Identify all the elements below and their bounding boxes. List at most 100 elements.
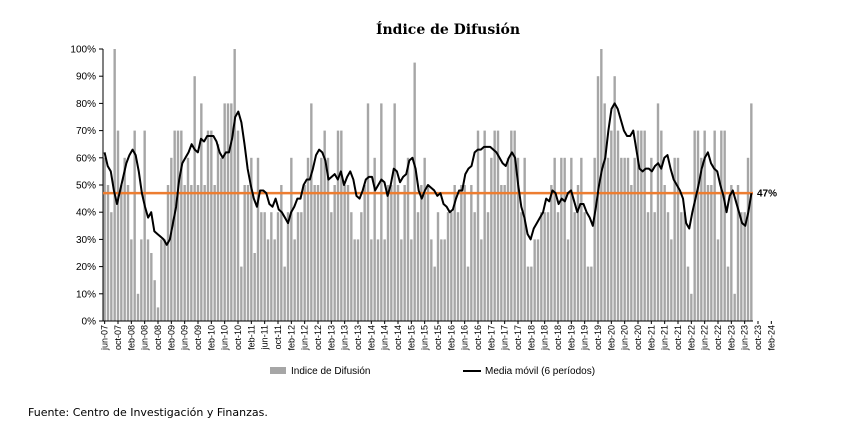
bar (370, 239, 373, 321)
bar (610, 130, 613, 321)
bar (183, 185, 186, 321)
y-tick-label: 100% (70, 45, 96, 56)
y-tick-label: 60% (76, 153, 96, 164)
bar (626, 157, 630, 321)
bar (573, 212, 576, 321)
bar (600, 49, 603, 321)
bar (663, 185, 666, 321)
x-tick-label: jun-18 (540, 325, 550, 351)
bar (656, 103, 660, 322)
bar (236, 130, 240, 321)
bar (696, 130, 700, 321)
bar (376, 239, 380, 321)
y-tick-label: 40% (76, 208, 96, 219)
bar (130, 239, 133, 321)
bar (320, 157, 323, 321)
bar (140, 239, 143, 321)
legend-label-bar: Indice de Difusión (291, 366, 371, 377)
bar (716, 239, 720, 321)
bar (493, 130, 496, 321)
x-tick-label: feb-11 (246, 325, 256, 350)
bar (690, 293, 693, 321)
bar (616, 130, 620, 321)
x-tick-label: oct-22 (713, 325, 723, 350)
bar (446, 212, 450, 321)
bar (356, 239, 360, 321)
source-note: Fuente: Centro de Investigación y Finanz… (28, 406, 268, 419)
bar (580, 157, 583, 321)
x-tick-label: feb-13 (326, 325, 336, 351)
x-tick-label: jun-20 (620, 325, 630, 351)
bar (276, 212, 280, 321)
bar (416, 212, 420, 321)
bar (726, 266, 730, 321)
bar (503, 185, 506, 321)
bar (623, 157, 626, 321)
bar (473, 212, 476, 321)
bar (180, 130, 183, 321)
bar (156, 307, 160, 321)
bar (313, 185, 316, 321)
x-tick-label: oct-11 (273, 325, 283, 349)
bar (103, 157, 106, 321)
x-tick-label: oct-19 (593, 325, 603, 350)
bar (146, 239, 150, 321)
bar (670, 239, 673, 321)
bar (653, 212, 656, 321)
bar (530, 266, 533, 321)
x-tick-label: jun-10 (220, 325, 230, 351)
x-tick-label: oct-15 (433, 325, 443, 350)
x-tick-label: oct-07 (113, 325, 123, 350)
bar (256, 157, 260, 321)
x-tick-label: jun-14 (380, 325, 390, 351)
x-tick-label: feb-14 (366, 325, 376, 351)
bar (163, 239, 166, 321)
bar (120, 185, 123, 321)
bar (296, 212, 300, 321)
bar (403, 185, 406, 321)
bar (283, 266, 286, 321)
bar (563, 157, 566, 321)
bar (713, 130, 716, 321)
bar (206, 130, 210, 321)
y-axis: 0% 10% 20% 30% 40% 50% 60% 70% 80% 90% 100% (70, 45, 104, 328)
bar (543, 212, 546, 321)
y-tick-label: 50% (76, 181, 96, 192)
x-tick-label: jun-08 (140, 325, 150, 351)
x-tick-label: feb-10 (206, 325, 216, 351)
bar (133, 130, 136, 321)
bar (203, 185, 206, 321)
bar (523, 157, 526, 321)
bar (700, 157, 703, 321)
bar (353, 239, 356, 321)
x-tick-label: oct-20 (633, 325, 643, 350)
bar (136, 293, 140, 321)
x-tick-label: oct-09 (193, 325, 203, 350)
bar (570, 157, 573, 321)
bar (336, 130, 340, 321)
bar (270, 212, 273, 321)
moving-average-line (103, 102, 753, 246)
bar (483, 130, 486, 321)
y-tick-label: 80% (76, 99, 96, 110)
bar (640, 130, 643, 321)
bar (343, 185, 346, 321)
bar (550, 185, 553, 321)
legend: Indice de Difusión Media móvil (6 período… (270, 366, 595, 377)
bar (680, 212, 683, 321)
bar (590, 266, 593, 321)
bar (380, 103, 383, 322)
bar (243, 185, 246, 321)
bar (740, 212, 743, 321)
bar (553, 157, 556, 321)
bar (650, 157, 653, 321)
bar (323, 130, 326, 321)
x-tick-label: feb-20 (606, 325, 616, 351)
bar (220, 157, 223, 321)
bar (386, 185, 390, 321)
bar (116, 130, 120, 321)
y-tick-label: 70% (76, 126, 96, 137)
bar (240, 266, 243, 321)
bar (173, 130, 176, 321)
bar (223, 103, 226, 322)
